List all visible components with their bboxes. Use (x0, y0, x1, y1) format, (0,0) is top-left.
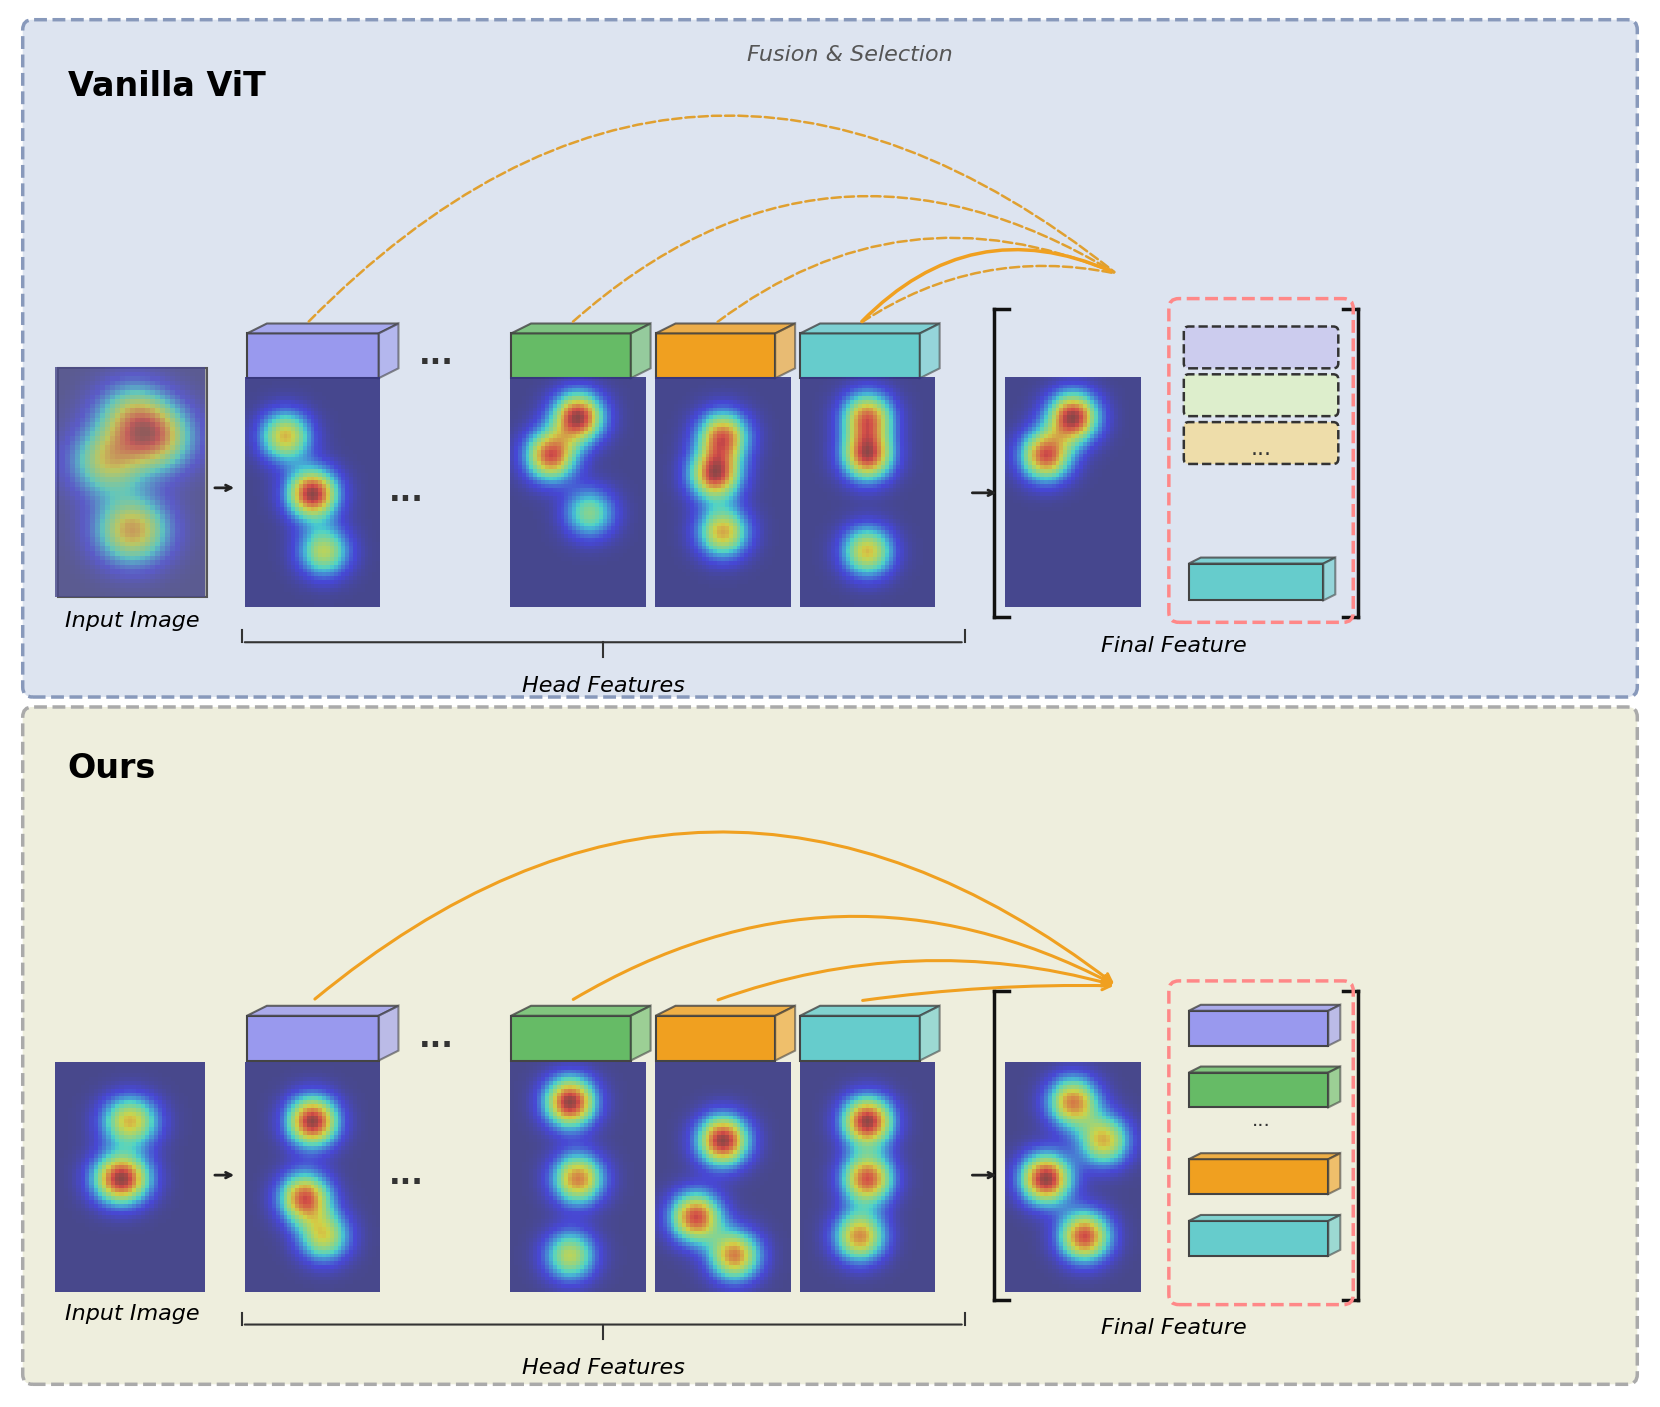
Polygon shape (378, 324, 398, 378)
Text: ...: ... (418, 1024, 453, 1052)
Polygon shape (656, 324, 795, 333)
Polygon shape (1189, 1159, 1328, 1195)
Text: Ours: Ours (68, 751, 156, 785)
Polygon shape (920, 1006, 940, 1061)
Polygon shape (800, 1016, 920, 1061)
Polygon shape (511, 333, 631, 378)
Polygon shape (920, 324, 940, 378)
FancyBboxPatch shape (1184, 422, 1338, 464)
Polygon shape (1189, 1216, 1340, 1221)
Polygon shape (1189, 1005, 1340, 1010)
Polygon shape (1323, 557, 1335, 601)
FancyArrowPatch shape (862, 266, 1114, 322)
Text: Vanilla ViT: Vanilla ViT (68, 69, 266, 103)
Polygon shape (800, 333, 920, 378)
FancyBboxPatch shape (1184, 374, 1338, 416)
Text: Head Features: Head Features (521, 675, 684, 696)
Polygon shape (247, 1006, 398, 1016)
Polygon shape (1189, 1010, 1328, 1045)
Polygon shape (656, 1016, 775, 1061)
Text: Final Feature: Final Feature (1101, 1318, 1247, 1338)
Text: ...: ... (388, 1161, 423, 1190)
Polygon shape (631, 1006, 651, 1061)
Polygon shape (1189, 1067, 1340, 1072)
Polygon shape (247, 333, 378, 378)
Polygon shape (1189, 1221, 1328, 1256)
Polygon shape (247, 324, 398, 333)
FancyArrowPatch shape (309, 115, 1114, 322)
Polygon shape (1189, 557, 1335, 564)
FancyArrowPatch shape (717, 238, 1114, 322)
Polygon shape (1328, 1067, 1340, 1107)
Polygon shape (775, 324, 795, 378)
Polygon shape (378, 1006, 398, 1061)
Polygon shape (1328, 1216, 1340, 1256)
Text: ...: ... (418, 342, 453, 370)
FancyArrowPatch shape (573, 916, 1111, 999)
Text: Fusion & Selection: Fusion & Selection (747, 45, 953, 65)
Polygon shape (800, 1006, 940, 1016)
Polygon shape (775, 1006, 795, 1061)
Polygon shape (1328, 1005, 1340, 1045)
FancyArrowPatch shape (862, 249, 1111, 322)
Text: Input Image: Input Image (65, 1303, 199, 1324)
FancyBboxPatch shape (1184, 326, 1338, 369)
Polygon shape (511, 1016, 631, 1061)
FancyBboxPatch shape (58, 369, 208, 598)
Polygon shape (247, 1016, 378, 1061)
FancyArrowPatch shape (719, 961, 1111, 1000)
FancyArrowPatch shape (863, 982, 1111, 1000)
Text: ...: ... (1252, 1112, 1270, 1130)
Text: ...: ... (388, 478, 423, 508)
FancyBboxPatch shape (23, 20, 1637, 696)
Text: Final Feature: Final Feature (1101, 636, 1247, 656)
Text: Input Image: Input Image (65, 611, 199, 632)
Polygon shape (1189, 1072, 1328, 1107)
FancyArrowPatch shape (315, 832, 1112, 999)
Polygon shape (1189, 1154, 1340, 1159)
Polygon shape (631, 324, 651, 378)
Polygon shape (1189, 564, 1323, 601)
FancyBboxPatch shape (23, 706, 1637, 1384)
Text: ...: ... (1250, 439, 1272, 459)
Polygon shape (656, 333, 775, 378)
FancyArrowPatch shape (573, 196, 1114, 322)
Polygon shape (656, 1006, 795, 1016)
Polygon shape (511, 324, 651, 333)
Polygon shape (800, 324, 940, 333)
Polygon shape (511, 1006, 651, 1016)
Text: Head Features: Head Features (521, 1358, 684, 1379)
Polygon shape (1328, 1154, 1340, 1195)
